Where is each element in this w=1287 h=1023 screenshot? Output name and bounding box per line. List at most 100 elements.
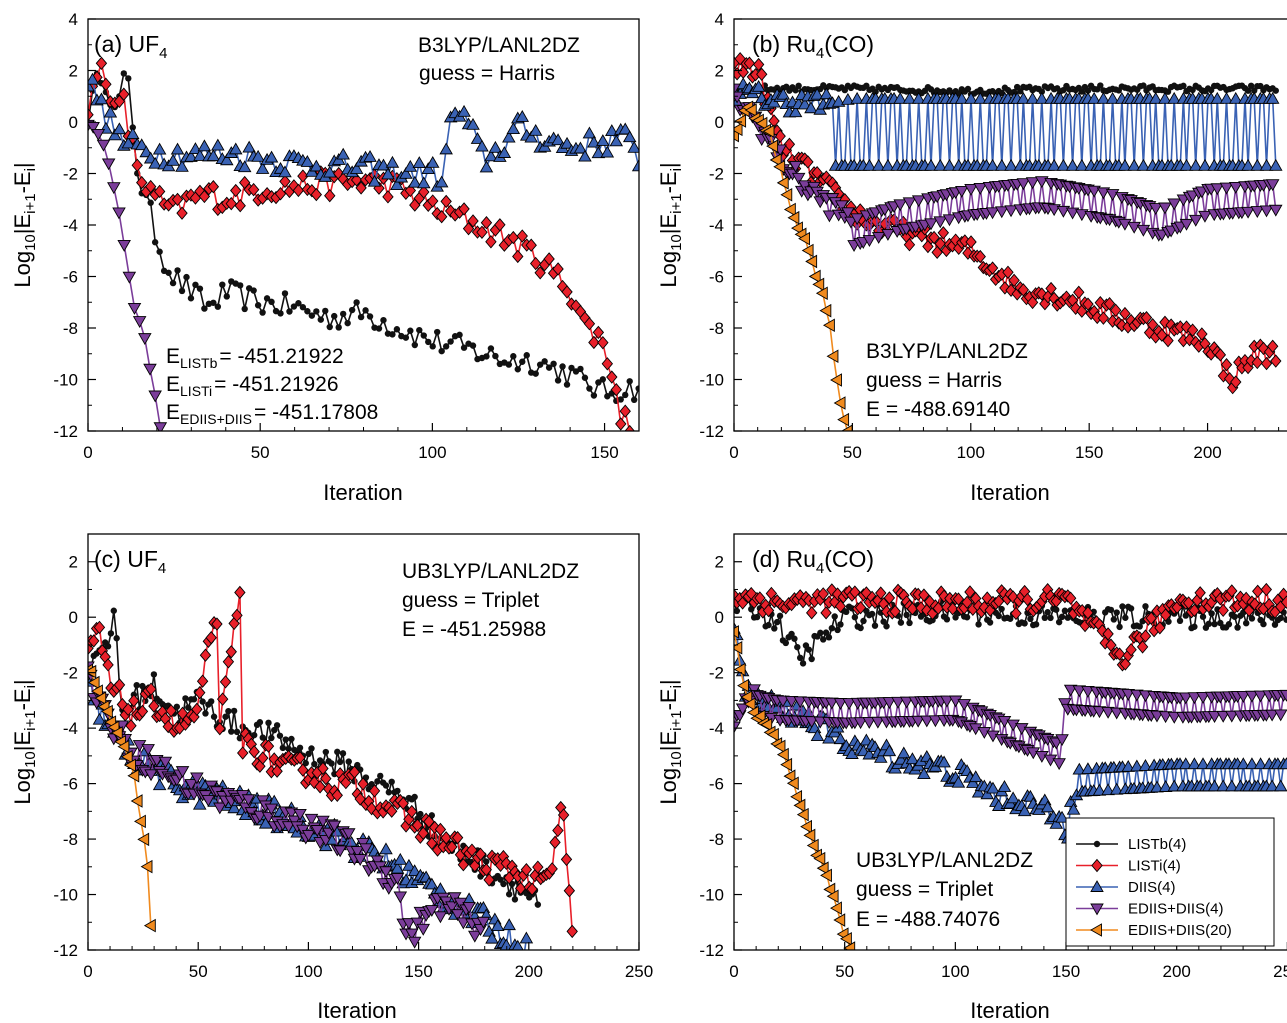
data-point bbox=[479, 160, 494, 173]
data-point bbox=[158, 756, 173, 769]
data-point bbox=[928, 230, 940, 245]
data-point bbox=[263, 295, 271, 302]
data-point bbox=[1002, 265, 1014, 279]
frame-b bbox=[733, 18, 1287, 432]
data-point bbox=[1142, 603, 1149, 610]
data-point bbox=[460, 344, 468, 351]
data-point bbox=[185, 704, 192, 711]
data-point bbox=[627, 140, 639, 153]
data-point bbox=[1044, 609, 1051, 616]
frame-a bbox=[87, 18, 640, 432]
data-point bbox=[382, 190, 394, 204]
data-point bbox=[274, 187, 287, 201]
data-point bbox=[624, 424, 635, 431]
data-point bbox=[333, 845, 347, 858]
data-point bbox=[933, 216, 948, 229]
data-point bbox=[550, 360, 557, 368]
data-point bbox=[388, 778, 395, 786]
data-point bbox=[305, 750, 312, 758]
data-point bbox=[1082, 297, 1094, 311]
data-point bbox=[744, 103, 757, 117]
data-point bbox=[326, 323, 333, 331]
data-point bbox=[403, 159, 418, 172]
legend-label: LISTb(4) bbox=[1128, 836, 1186, 853]
data-point bbox=[487, 345, 495, 352]
data-point bbox=[304, 813, 319, 826]
data-point bbox=[379, 866, 393, 879]
data-point bbox=[1198, 210, 1212, 223]
data-point bbox=[601, 357, 614, 371]
data-point bbox=[385, 155, 400, 168]
data-point bbox=[762, 603, 775, 618]
data-point bbox=[618, 122, 633, 135]
data-point bbox=[1265, 709, 1279, 722]
data-point bbox=[773, 618, 781, 626]
data-point bbox=[1140, 82, 1147, 89]
data-point bbox=[201, 305, 208, 312]
data-point bbox=[475, 139, 489, 152]
legend-item: EDIIS+DIIS(20) bbox=[1076, 922, 1232, 939]
panel-d-xlabel: Iteration bbox=[970, 998, 1050, 1023]
data-point bbox=[798, 231, 810, 246]
data-point bbox=[480, 216, 493, 230]
data-point bbox=[490, 919, 505, 932]
data-point bbox=[1119, 603, 1126, 610]
data-point bbox=[408, 175, 422, 188]
data-point bbox=[187, 295, 195, 302]
data-point bbox=[120, 70, 128, 77]
data-point bbox=[806, 838, 819, 853]
data-point bbox=[282, 736, 289, 743]
y-tick-label: -12 bbox=[699, 422, 724, 441]
data-point bbox=[1216, 779, 1230, 792]
data-point bbox=[320, 771, 332, 786]
data-point bbox=[328, 760, 335, 767]
data-point bbox=[132, 316, 147, 328]
data-point bbox=[563, 381, 571, 388]
data-point bbox=[532, 860, 544, 874]
data-point bbox=[529, 256, 542, 271]
data-point bbox=[281, 821, 296, 834]
legend-marker bbox=[1090, 880, 1104, 892]
data-point bbox=[928, 715, 943, 728]
legend-label: EDIIS+DIIS(20) bbox=[1128, 922, 1232, 939]
y-tick-label: -6 bbox=[63, 775, 78, 794]
data-point bbox=[1210, 91, 1225, 104]
data-point bbox=[103, 105, 118, 118]
data-point bbox=[1103, 297, 1116, 311]
data-point bbox=[1097, 311, 1110, 325]
y-tick-label: -8 bbox=[63, 319, 78, 338]
data-point bbox=[241, 794, 256, 807]
data-point bbox=[595, 379, 602, 386]
data-point bbox=[837, 621, 844, 628]
panel-d-ylabel: Log10|Ei+1-Ei| bbox=[656, 679, 685, 804]
data-point bbox=[362, 307, 369, 314]
data-point bbox=[1140, 310, 1153, 325]
data-point bbox=[791, 221, 803, 235]
data-point bbox=[1268, 204, 1283, 217]
y-tick-label: -8 bbox=[63, 830, 78, 849]
data-point bbox=[883, 623, 890, 630]
data-point bbox=[1007, 615, 1014, 622]
data-point bbox=[519, 931, 534, 944]
data-point bbox=[143, 363, 157, 376]
data-point bbox=[1075, 209, 1089, 222]
data-point bbox=[734, 721, 741, 734]
data-point bbox=[248, 745, 260, 759]
data-point bbox=[296, 744, 304, 751]
data-point bbox=[1106, 314, 1119, 328]
data-point bbox=[966, 776, 980, 788]
data-point bbox=[211, 138, 225, 151]
data-point bbox=[751, 79, 766, 92]
data-point bbox=[1110, 303, 1122, 317]
data-point bbox=[617, 396, 624, 403]
data-point bbox=[316, 815, 330, 828]
data-point bbox=[948, 695, 963, 708]
data-point bbox=[1245, 757, 1259, 770]
data-point bbox=[839, 932, 852, 946]
data-point bbox=[1043, 754, 1058, 767]
data-point bbox=[942, 158, 957, 171]
data-point bbox=[822, 629, 830, 636]
data-point bbox=[765, 621, 772, 629]
data-point bbox=[786, 776, 799, 791]
data-point bbox=[893, 199, 907, 212]
